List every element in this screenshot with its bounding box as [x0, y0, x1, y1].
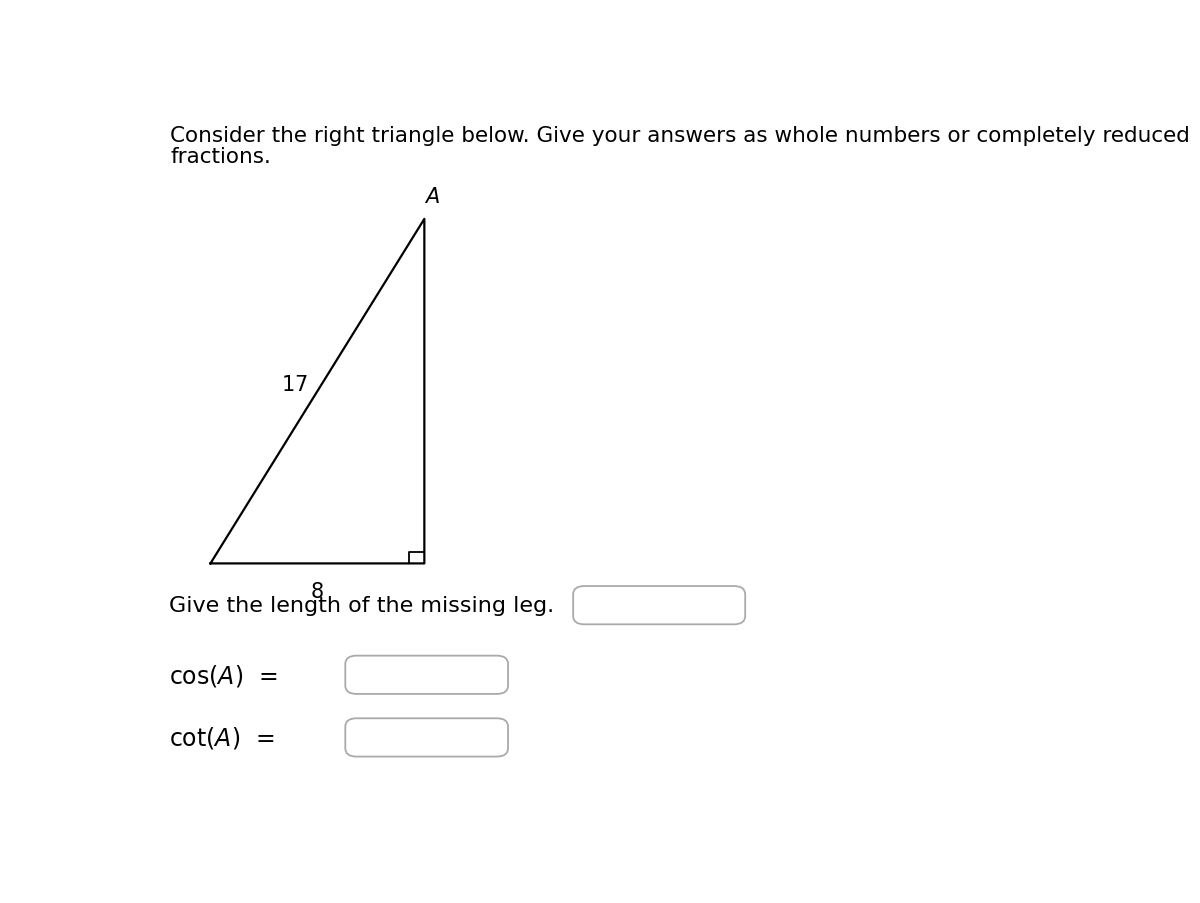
- Text: $\mathrm{cot}(\mathit{A})$  =: $\mathrm{cot}(\mathit{A})$ =: [168, 724, 274, 750]
- Text: Give the length of the missing leg.: Give the length of the missing leg.: [168, 595, 553, 616]
- Text: $\mathrm{cos}(\mathit{A})$  =: $\mathrm{cos}(\mathit{A})$ =: [168, 662, 277, 688]
- FancyBboxPatch shape: [346, 719, 508, 757]
- FancyBboxPatch shape: [346, 656, 508, 694]
- Text: $17$: $17$: [281, 375, 307, 395]
- Text: $A$: $A$: [424, 187, 439, 207]
- Text: Consider the right triangle below. Give your answers as whole numbers or complet: Consider the right triangle below. Give …: [170, 126, 1190, 145]
- Text: 8: 8: [311, 582, 324, 601]
- Text: fractions.: fractions.: [170, 146, 271, 166]
- FancyBboxPatch shape: [574, 586, 745, 625]
